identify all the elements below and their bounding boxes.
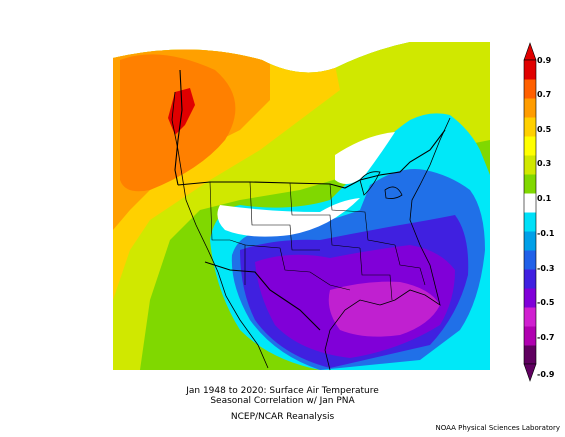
colorbar-segment [524,193,536,213]
caption-line-3: NCEP/NCAR Reanalysis [230,412,335,422]
colorbar-label-4: 0.1 [537,194,552,203]
coastline [171,91,451,371]
colorbar-top-arrow [523,42,537,61]
colorbar-segment [524,250,536,270]
colorbar-segment [524,136,536,156]
colorbar-label-3: 0.3 [537,159,552,168]
colorbar-segment [524,288,536,308]
colorbar-segment [524,345,536,365]
colorbar-segment [524,269,536,289]
colorbar-label-9: -0.9 [537,370,555,379]
state-borders [209,181,426,301]
colorbar-segment [524,98,536,118]
colorbar-bottom-arrow [523,363,537,382]
colorbar-label-2: 0.5 [537,125,552,134]
colorbar-segments [523,59,537,365]
colorbar-segment [524,231,536,251]
colorbar-label-7: -0.5 [537,298,555,307]
colorbar-label-1: 0.7 [537,90,552,99]
colorbar-segment [524,155,536,175]
colorbar-segment [524,117,536,137]
colorbar-label-0: 0.9 [537,56,552,65]
caption-line-1: Jan 1948 to 2020: Surface Air Temperatur… [186,386,379,396]
colorbar-segment [524,174,536,194]
colorbar-label-6: -0.3 [537,264,555,273]
colorbar-segment [524,212,536,232]
country-borders [174,69,446,331]
colorbar-segment [524,60,536,80]
colorbar [523,42,537,382]
colorbar-label-8: -0.7 [537,333,555,342]
map-fill [113,42,490,370]
colorbar-segment [524,326,536,346]
colorbar-segment [524,307,536,327]
colorbar-label-5: -0.1 [537,229,555,238]
colorbar-segment [524,79,536,99]
credit-label: NOAA Physical Sciences Laboratory [435,424,560,432]
caption-line-2: Seasonal Correlation w/ Jan PNA [210,396,355,406]
